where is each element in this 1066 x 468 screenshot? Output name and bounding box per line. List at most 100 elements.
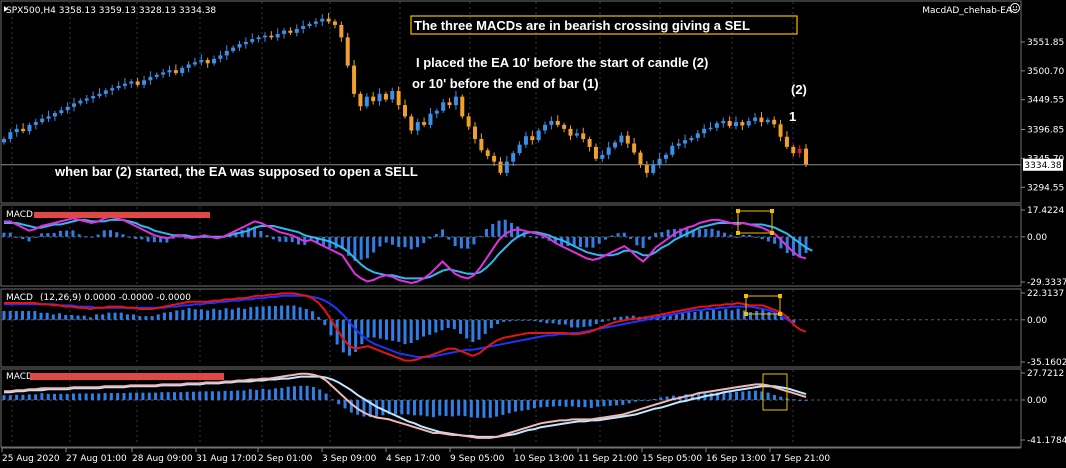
note-line-1: I placed the EA 10' before the start of … bbox=[416, 55, 708, 70]
macd-pane-3[interactable]: MACD 27.7212 0.00 -41.1784 bbox=[0, 368, 1066, 448]
macd-tick-label: 0.00 bbox=[1027, 316, 1047, 326]
hist-bar bbox=[730, 310, 734, 320]
hist-bar bbox=[591, 236, 595, 248]
time-axis[interactable]: 25 Aug 2020 27 Aug 01:00 28 Aug 09:00 31 Au… bbox=[1, 447, 1021, 464]
hist-bar bbox=[679, 228, 683, 237]
candle-body bbox=[27, 124, 32, 132]
hist-bar bbox=[159, 236, 163, 243]
hist-bar bbox=[558, 399, 562, 407]
candle-body bbox=[294, 28, 299, 33]
hist-bar bbox=[76, 315, 80, 320]
candle-body bbox=[517, 144, 522, 154]
hist-bar bbox=[488, 399, 492, 418]
hist-bar bbox=[741, 234, 745, 237]
candle-body bbox=[78, 100, 83, 104]
hist-bar bbox=[261, 306, 265, 320]
candle-body bbox=[727, 120, 732, 127]
candle-body bbox=[536, 130, 541, 141]
candle-body bbox=[46, 116, 51, 119]
hist-bar bbox=[368, 399, 372, 418]
hist-bar bbox=[335, 319, 339, 345]
hist-bar bbox=[668, 314, 672, 320]
hist-bar bbox=[539, 399, 543, 408]
hist-bar bbox=[341, 319, 345, 353]
candle-body bbox=[479, 139, 484, 151]
macd-pane-2[interactable]: MACD (12,26,9) 0.0000 -0.0000 -0.0000 22… bbox=[0, 288, 1066, 368]
hist-bar bbox=[681, 313, 685, 320]
hist-bar bbox=[635, 236, 639, 246]
candle-body bbox=[778, 124, 783, 137]
hist-bar bbox=[156, 314, 160, 320]
hist-bar bbox=[564, 399, 568, 407]
macd2-label: MACD bbox=[6, 293, 33, 303]
hist-bar bbox=[95, 314, 99, 320]
hist-bar bbox=[212, 308, 216, 320]
candle-body bbox=[428, 113, 433, 125]
candle-body bbox=[492, 155, 497, 162]
hist-bar bbox=[296, 236, 300, 245]
candle-body bbox=[192, 62, 197, 65]
candle-body bbox=[587, 139, 592, 147]
hist-bar bbox=[365, 236, 369, 259]
hist-bar bbox=[585, 236, 589, 248]
hist-bar bbox=[434, 234, 438, 237]
hist-bar bbox=[453, 236, 457, 247]
macd-pane-1[interactable]: MACD 17.4224 0.00 -29.3337 bbox=[0, 204, 1066, 288]
hist-bar bbox=[665, 396, 669, 400]
candle-body bbox=[740, 122, 745, 126]
hist-bar bbox=[735, 391, 739, 400]
hist-bar bbox=[378, 319, 382, 339]
hist-bar bbox=[2, 395, 6, 400]
hist-bar bbox=[760, 391, 764, 400]
candle-body bbox=[186, 64, 191, 68]
hist-bar bbox=[304, 308, 308, 320]
hist-bar bbox=[607, 319, 611, 321]
hist-bar bbox=[298, 307, 302, 320]
hist-bar bbox=[687, 312, 691, 320]
hist-bar bbox=[58, 230, 62, 237]
hist-bar bbox=[416, 236, 420, 248]
hist-bar bbox=[246, 227, 250, 237]
hist-bar bbox=[65, 393, 69, 400]
hist-bar bbox=[422, 319, 426, 337]
macd-tick-label: 22.3137 bbox=[1027, 289, 1064, 299]
hist-bar bbox=[135, 392, 139, 400]
candle-body bbox=[288, 30, 293, 33]
candle-body bbox=[275, 33, 280, 38]
hist-bar bbox=[501, 399, 505, 415]
hist-bar bbox=[621, 399, 625, 405]
hist-bar bbox=[113, 312, 117, 320]
candle-body bbox=[8, 132, 13, 140]
hist-bar bbox=[354, 319, 358, 352]
candle-body bbox=[804, 148, 808, 165]
candle-body bbox=[52, 113, 57, 117]
hist-bar bbox=[641, 236, 645, 248]
macd3-axis: 27.7212 0.00 -41.1784 bbox=[1021, 369, 1066, 446]
hist-bar bbox=[193, 309, 197, 320]
macd-tick-label: -35.1602 bbox=[1027, 358, 1066, 368]
hist-bar bbox=[248, 389, 252, 400]
hist-bar bbox=[82, 315, 86, 320]
time-tick-label: 27 Aug 01:00 bbox=[66, 454, 127, 464]
hist-bar bbox=[615, 399, 619, 406]
hist-bar bbox=[613, 317, 617, 320]
hist-bar bbox=[773, 313, 777, 320]
smiley-icon[interactable] bbox=[1010, 3, 1020, 13]
hist-bar bbox=[290, 236, 294, 243]
time-tick-label: 25 Aug 2020 bbox=[2, 454, 60, 464]
time-tick-label: 15 Sep 05:00 bbox=[642, 454, 702, 464]
candle-body bbox=[345, 37, 350, 66]
macd3-label: MACD bbox=[6, 372, 33, 382]
hist-bar bbox=[447, 236, 451, 240]
macd-tick-label: 17.4224 bbox=[1027, 206, 1064, 216]
hist-bar bbox=[280, 305, 284, 320]
hist-bar bbox=[334, 236, 338, 249]
macd2-params-blurred: (12,26,9) 0.0000 -0.0000 -0.0000 bbox=[40, 293, 191, 303]
collapse-arrow-icon[interactable] bbox=[4, 6, 8, 12]
candle-body bbox=[161, 72, 166, 75]
redacted-parameters bbox=[34, 212, 210, 218]
candle-body bbox=[562, 124, 567, 129]
price-pane[interactable]: SPX500,H4 3358.13 3359.13 3328.13 3334.3… bbox=[0, 0, 1064, 204]
time-tick-label: 31 Aug 17:00 bbox=[196, 454, 257, 464]
